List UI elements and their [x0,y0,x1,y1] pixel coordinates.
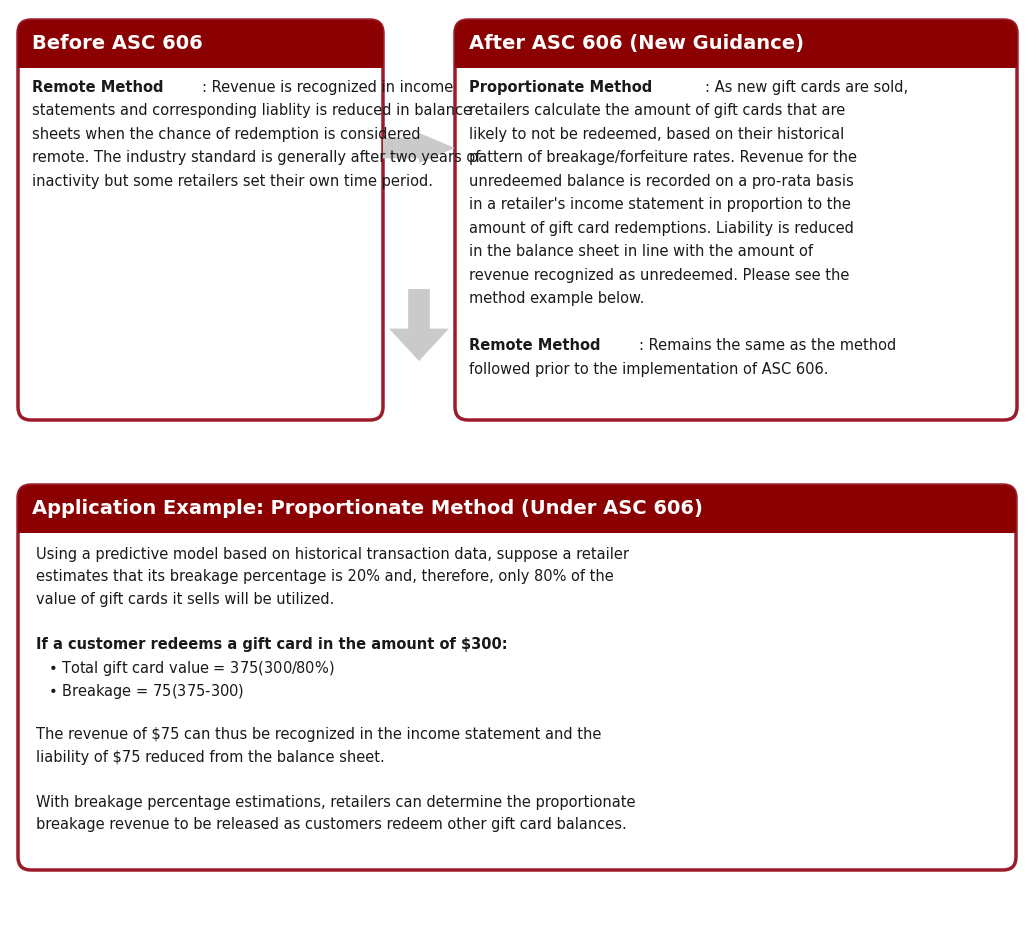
Text: Proportionate Method: Proportionate Method [469,80,652,95]
Text: remote. The industry standard is generally after two years of: remote. The industry standard is general… [32,151,481,166]
Bar [18,39,383,68]
FancyBboxPatch shape [18,20,383,68]
Text: pattern of breakage/forfeiture rates. Revenue for the: pattern of breakage/forfeiture rates. Re… [469,151,857,166]
Text: method example below.: method example below. [469,291,644,307]
Text: With breakage percentage estimations, retailers can determine the proportionate: With breakage percentage estimations, re… [36,794,636,809]
Text: The revenue of $75 can thus be recognized in the income statement and the: The revenue of $75 can thus be recognize… [36,727,602,742]
Text: • Total gift card value = $375 ($300/80%): • Total gift card value = $375 ($300/80%… [48,659,335,679]
Text: unredeemed balance is recorded on a pro-rata basis: unredeemed balance is recorded on a pro-… [469,174,854,189]
Polygon shape [383,133,455,163]
Polygon shape [389,289,449,361]
Text: sheets when the chance of redemption is considered: sheets when the chance of redemption is … [32,127,421,142]
Text: in a retailer's income statement in proportion to the: in a retailer's income statement in prop… [469,197,851,212]
Text: Before ASC 606: Before ASC 606 [32,34,203,54]
Text: likely to not be redeemed, based on their historical: likely to not be redeemed, based on thei… [469,127,844,142]
Text: inactivity but some retailers set their own time period.: inactivity but some retailers set their … [32,174,433,189]
Text: followed prior to the implementation of ASC 606.: followed prior to the implementation of … [469,362,828,377]
Text: : Revenue is recognized in income: : Revenue is recognized in income [202,80,453,95]
FancyBboxPatch shape [455,20,1017,68]
Text: revenue recognized as unredeemed. Please see the: revenue recognized as unredeemed. Please… [469,268,849,283]
FancyBboxPatch shape [455,20,1017,420]
FancyBboxPatch shape [18,20,383,420]
Text: : Remains the same as the method: : Remains the same as the method [639,339,895,353]
Text: If a customer redeems a gift card in the amount of $300:: If a customer redeems a gift card in the… [36,637,508,652]
Text: Remote Method: Remote Method [469,339,601,353]
Text: Remote Method: Remote Method [32,80,163,95]
FancyBboxPatch shape [18,485,1016,870]
Text: statements and corresponding liablity is reduced in balance: statements and corresponding liablity is… [32,103,472,118]
Text: : As new gift cards are sold,: : As new gift cards are sold, [705,80,909,95]
Text: liability of $75 reduced from the balance sheet.: liability of $75 reduced from the balanc… [36,750,385,764]
Text: Using a predictive model based on historical transaction data, suppose a retaile: Using a predictive model based on histor… [36,547,629,562]
Text: breakage revenue to be released as customers redeem other gift card balances.: breakage revenue to be released as custo… [36,817,627,832]
Text: estimates that its breakage percentage is 20% and, therefore, only 80% of the: estimates that its breakage percentage i… [36,569,614,584]
FancyBboxPatch shape [18,485,1016,533]
Text: retailers calculate the amount of gift cards that are: retailers calculate the amount of gift c… [469,103,845,118]
Bar [455,39,1017,68]
Text: amount of gift card redemptions. Liability is reduced: amount of gift card redemptions. Liabili… [469,221,854,236]
Text: • Breakage = $75 ($375-300): • Breakage = $75 ($375-300) [48,682,244,701]
Text: in the balance sheet in line with the amount of: in the balance sheet in line with the am… [469,245,813,259]
Text: After ASC 606 (New Guidance): After ASC 606 (New Guidance) [469,34,804,54]
Text: Application Example: Proportionate Method (Under ASC 606): Application Example: Proportionate Metho… [32,499,703,519]
Bar [18,504,1016,533]
Text: value of gift cards it sells will be utilized.: value of gift cards it sells will be uti… [36,592,334,607]
